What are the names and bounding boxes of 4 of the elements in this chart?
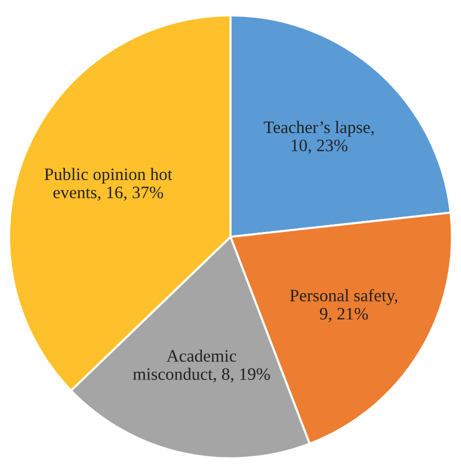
slice-label: Teacher’s lapse, 10, 23% — [264, 120, 374, 154]
slice-label: Academic misconduct, 8, 19% — [133, 350, 270, 382]
slice-label: Public opinion hot events, 16, 37% — [44, 168, 172, 201]
slice-label: Personal safety, 9, 21% — [290, 289, 398, 322]
